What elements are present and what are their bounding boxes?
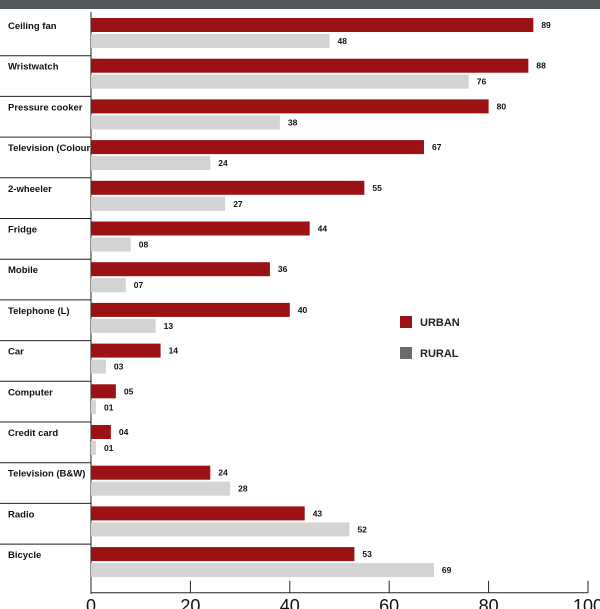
value-label-rural: 24 xyxy=(218,158,228,168)
value-label-urban: 40 xyxy=(298,305,308,315)
x-tick-label: 0 xyxy=(86,596,96,609)
legend-swatch-rural xyxy=(400,347,412,359)
bar-urban xyxy=(91,58,529,73)
bar-rural xyxy=(91,522,350,537)
bar-urban xyxy=(91,18,534,32)
category-label: Car xyxy=(8,347,24,358)
x-tick-label: 80 xyxy=(479,596,499,609)
category-label: Radio xyxy=(8,509,35,520)
legend-label-rural: RURAL xyxy=(420,348,459,360)
bar-urban xyxy=(91,180,365,195)
category-label: Ceiling fan xyxy=(8,21,57,32)
bar-urban xyxy=(91,547,355,562)
value-label-urban: 80 xyxy=(497,101,507,111)
bar-rural xyxy=(91,237,131,252)
bar-urban xyxy=(91,425,111,439)
value-label-urban: 14 xyxy=(169,346,179,356)
category-label: Wristwatch xyxy=(8,62,59,73)
value-label-urban: 44 xyxy=(318,224,328,234)
value-label-urban: 55 xyxy=(372,183,382,193)
value-label-urban: 43 xyxy=(313,508,323,518)
value-label-rural: 28 xyxy=(238,484,248,494)
bar-rural xyxy=(91,441,96,455)
category-label: 2-wheeler xyxy=(8,184,52,195)
bar-rural xyxy=(91,115,280,130)
value-label-rural: 76 xyxy=(477,77,487,87)
value-label-rural: 07 xyxy=(134,280,144,290)
legend-swatch-urban xyxy=(400,316,412,328)
value-label-rural: 03 xyxy=(114,362,124,372)
bar-rural xyxy=(91,359,106,374)
bar-urban xyxy=(91,343,161,358)
value-label-urban: 05 xyxy=(124,386,134,396)
value-label-urban: 53 xyxy=(362,549,372,559)
value-label-urban: 88 xyxy=(536,61,546,71)
bar-urban xyxy=(91,384,116,399)
bar-rural xyxy=(91,156,211,171)
category-label: Computer xyxy=(8,387,53,398)
value-label-urban: 04 xyxy=(119,427,129,437)
bar-rural xyxy=(91,34,330,48)
x-tick-label: 40 xyxy=(280,596,300,609)
value-label-urban: 24 xyxy=(218,468,228,478)
value-label-urban: 36 xyxy=(278,264,288,274)
category-label: Mobile xyxy=(8,265,38,276)
bar-rural xyxy=(91,278,126,293)
bar-rural xyxy=(91,481,231,496)
header-bar xyxy=(0,0,600,9)
bar-rural xyxy=(91,400,96,415)
value-label-rural: 01 xyxy=(104,402,114,412)
category-label: Television (B&W) xyxy=(8,469,85,480)
x-tick-label: 20 xyxy=(180,596,200,609)
value-label-urban: 89 xyxy=(541,20,551,30)
category-label: Telephone (L) xyxy=(8,306,70,317)
value-label-rural: 13 xyxy=(164,321,174,331)
value-label-rural: 48 xyxy=(338,36,348,46)
bar-rural xyxy=(91,196,226,211)
bar-urban xyxy=(91,221,310,236)
category-label: Credit card xyxy=(8,428,58,439)
category-label: Bicycle xyxy=(8,550,41,561)
value-label-rural: 08 xyxy=(139,240,149,250)
x-tick-label: 100 xyxy=(573,596,600,609)
bar-rural xyxy=(91,563,434,578)
bar-rural xyxy=(91,318,156,333)
bar-urban xyxy=(91,302,290,317)
x-tick-label: 60 xyxy=(379,596,399,609)
category-label: Pressure cooker xyxy=(8,102,83,113)
legend-label-urban: URBAN xyxy=(420,317,460,329)
category-label: Television (Colour) xyxy=(8,143,93,154)
value-label-rural: 01 xyxy=(104,443,114,453)
value-label-rural: 52 xyxy=(357,524,367,534)
value-label-rural: 38 xyxy=(288,117,298,127)
bar-urban xyxy=(91,262,270,277)
bar-urban xyxy=(91,506,305,521)
value-label-urban: 67 xyxy=(432,142,442,152)
bar-urban xyxy=(91,99,489,114)
value-label-rural: 69 xyxy=(442,565,452,575)
value-label-rural: 27 xyxy=(233,199,243,209)
bar-urban xyxy=(91,465,211,480)
bar-urban xyxy=(91,140,424,155)
bar-rural xyxy=(91,74,469,89)
category-label: Fridge xyxy=(8,225,37,236)
